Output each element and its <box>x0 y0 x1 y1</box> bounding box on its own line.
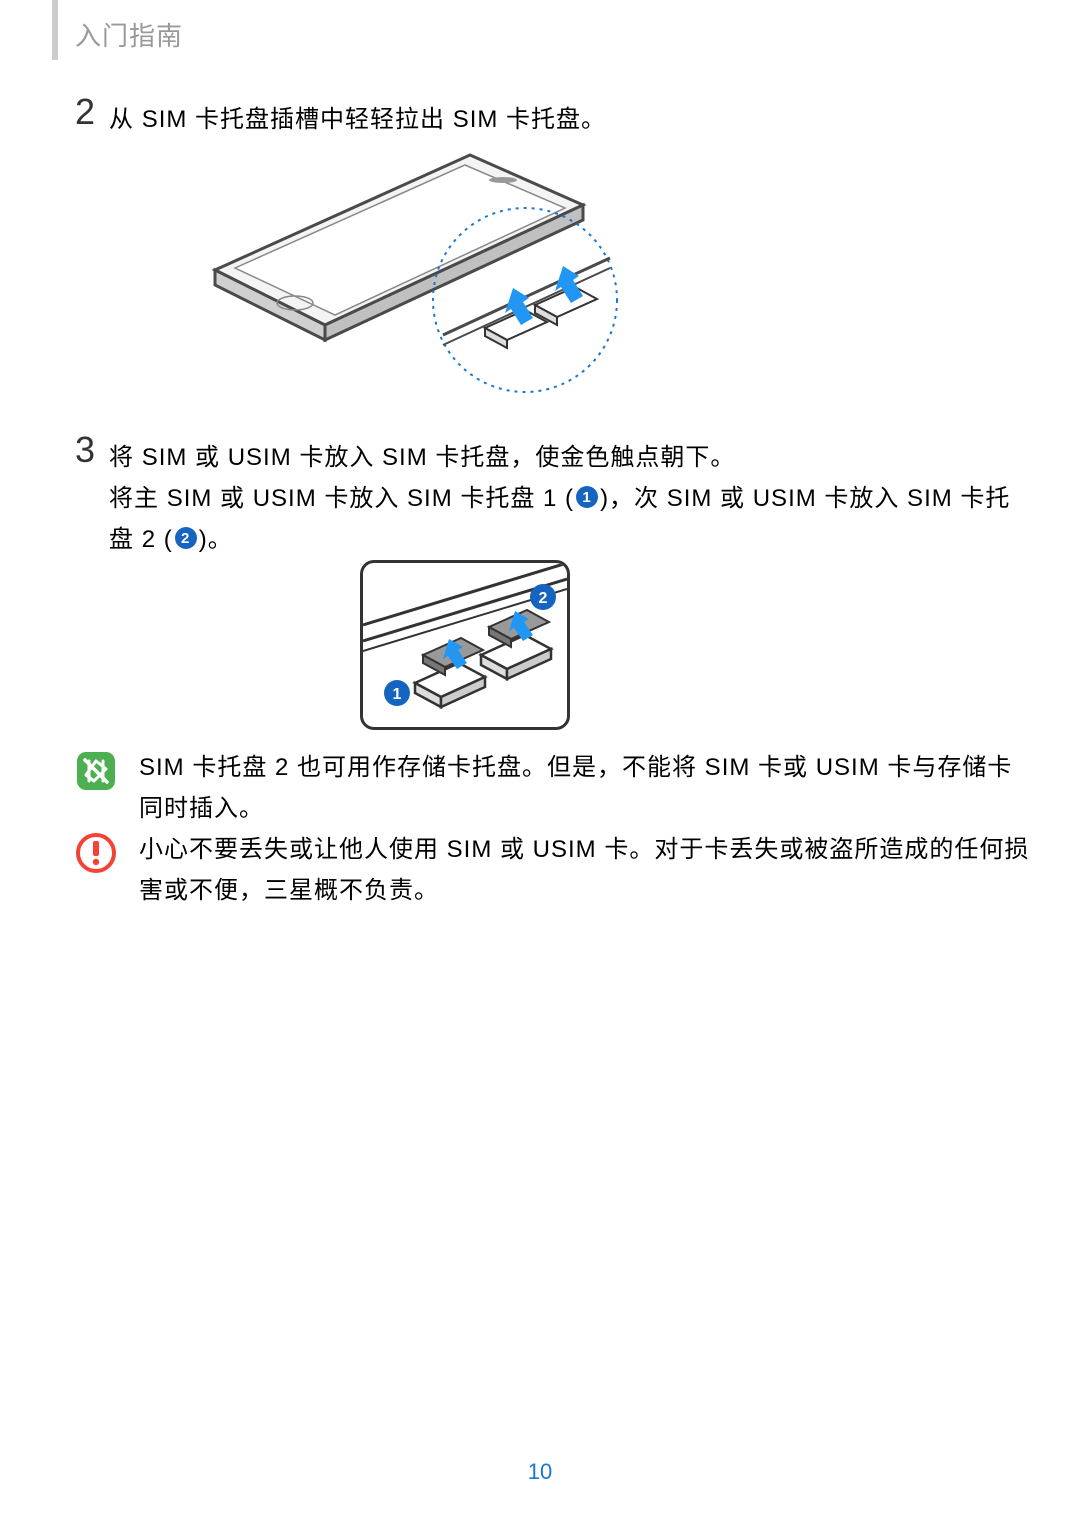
badge-2: 2 <box>539 590 548 607</box>
step-3-number: 3 <box>75 432 95 468</box>
warning-text: 小心不要丢失或让他人使用 SIM 或 USIM 卡。对于卡丢失或被盗所造成的任何… <box>139 830 1035 912</box>
note-callout: SIM 卡托盘 2 也可用作存储卡托盘。但是，不能将 SIM 卡或 USIM 卡… <box>75 748 1035 830</box>
step-3: 3 将 SIM 或 USIM 卡放入 SIM 卡托盘，使金色触点朝下。 将主 S… <box>75 438 1035 560</box>
step-3-line1: 将 SIM 或 USIM 卡放入 SIM 卡托盘，使金色触点朝下。 <box>109 444 735 471</box>
step-3-text: 将 SIM 或 USIM 卡放入 SIM 卡托盘，使金色触点朝下。 将主 SIM… <box>109 438 1035 560</box>
step-2-text: 从 SIM 卡托盘插槽中轻轻拉出 SIM 卡托盘。 <box>109 100 606 141</box>
step-2-number: 2 <box>75 94 95 130</box>
header-accent-bar <box>52 0 58 60</box>
figure-sim-tray-eject <box>195 150 639 395</box>
warning-callout: 小心不要丢失或让他人使用 SIM 或 USIM 卡。对于卡丢失或被盗所造成的任何… <box>75 830 1035 912</box>
badge-1: 1 <box>393 686 402 703</box>
header-title: 入门指南 <box>75 16 183 53</box>
figure-sim-tray-numbered: 1 2 <box>360 560 570 730</box>
badge-2-inline: 2 <box>175 527 197 549</box>
tray-2 <box>481 610 551 679</box>
step-3-line2a: 将主 SIM 或 USIM 卡放入 SIM 卡托盘 1 ( <box>109 485 574 512</box>
note-icon <box>75 750 117 792</box>
warning-icon <box>75 832 117 874</box>
tray-1 <box>415 638 485 707</box>
step-3-line2c: )。 <box>199 526 233 553</box>
note-text: SIM 卡托盘 2 也可用作存储卡托盘。但是，不能将 SIM 卡或 USIM 卡… <box>139 748 1035 830</box>
badge-1-inline: 1 <box>576 486 598 508</box>
page-number: 10 <box>0 1459 1080 1485</box>
step-2: 2 从 SIM 卡托盘插槽中轻轻拉出 SIM 卡托盘。 <box>75 100 606 141</box>
